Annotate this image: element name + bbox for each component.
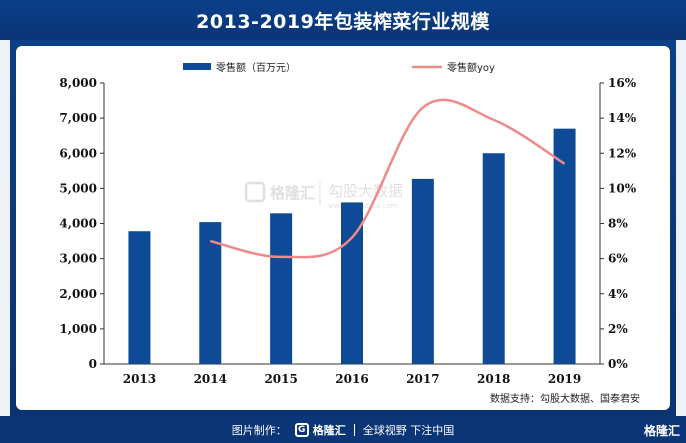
y-left-tick-label: 7,000 <box>59 111 97 125</box>
corner-brand: 格隆汇 <box>643 424 680 438</box>
watermark-logo-icon <box>244 181 266 203</box>
y-left-tick-label: 1,000 <box>59 322 97 336</box>
source-note: 数据支持：勾股大数据、国泰君安 <box>490 392 640 405</box>
watermark-brand: 格隆汇 <box>270 184 315 202</box>
y-right-tick-label: 0% <box>608 357 628 371</box>
y-left-tick-label: 6,000 <box>59 146 97 160</box>
bar-series <box>128 128 576 364</box>
x-tick-label: 2017 <box>406 372 439 386</box>
x-tick-label: 2016 <box>335 372 368 386</box>
y-left-tick-label: 8,000 <box>59 76 97 90</box>
bar-2019 <box>553 128 576 364</box>
y-left-tick-label: 4,000 <box>59 217 97 231</box>
footer-logo-icon: G <box>294 422 309 437</box>
x-tick-label: 2013 <box>123 372 156 386</box>
y-right-tick-label: 8% <box>608 217 628 231</box>
x-ticks: 2013 2014 2015 2016 2017 2018 2019 <box>123 372 582 386</box>
y-right-tick-label: 4% <box>608 287 628 301</box>
y-left-tick-label: 5,000 <box>59 181 97 195</box>
legend: 零售额（百万元） 零售额yoy <box>183 61 495 74</box>
footer-bar: 图片制作： G 格隆汇 全球视野 下注中国 <box>0 416 686 443</box>
legend-line-label: 零售额yoy <box>447 61 495 74</box>
y-right-ticks: 0% 2% 4% 6% 8% 10% 12% 14% 16% <box>600 76 637 371</box>
bar-2015 <box>270 213 293 364</box>
chart-title: 2013-2019年包装榨菜行业规模 <box>196 10 490 33</box>
y-right-tick-label: 10% <box>608 181 637 195</box>
bar-2013 <box>128 231 151 364</box>
y-left-tick-label: 2,000 <box>59 287 97 301</box>
footer-made-by: 图片制作： <box>231 423 287 437</box>
bar-2014 <box>199 222 222 364</box>
yoy-line <box>210 98 566 259</box>
y-right-tick-label: 16% <box>608 76 637 90</box>
watermark-brand2: 勾股大数据 <box>328 182 403 200</box>
bar-2018 <box>482 153 505 364</box>
y-right-tick-label: 12% <box>608 146 637 160</box>
x-tick-label: 2018 <box>477 372 510 386</box>
y-left-tick-label: 3,000 <box>59 252 97 266</box>
footer-divider <box>353 423 355 436</box>
y-right-tick-label: 14% <box>608 111 637 125</box>
x-tick-label: 2014 <box>194 372 227 386</box>
footer-slogan: 全球视野 下注中国 <box>362 423 455 437</box>
y-left-tick-label: 0 <box>89 357 97 371</box>
y-right-tick-label: 2% <box>608 322 628 336</box>
y-right-tick-label: 6% <box>608 252 628 266</box>
bar-2017 <box>411 178 434 364</box>
legend-bar-label: 零售额（百万元） <box>216 61 296 74</box>
x-tick-label: 2019 <box>548 372 581 386</box>
footer-brand: 格隆汇 <box>312 423 346 437</box>
header-bar: 2013-2019年包装榨菜行业规模 <box>0 0 686 40</box>
y-left-ticks: 0 1,000 2,000 3,000 4,000 5,000 6,000 7,000 8,00… <box>59 76 104 371</box>
legend-bar-swatch <box>183 63 211 70</box>
x-tick-label: 2015 <box>264 372 297 386</box>
